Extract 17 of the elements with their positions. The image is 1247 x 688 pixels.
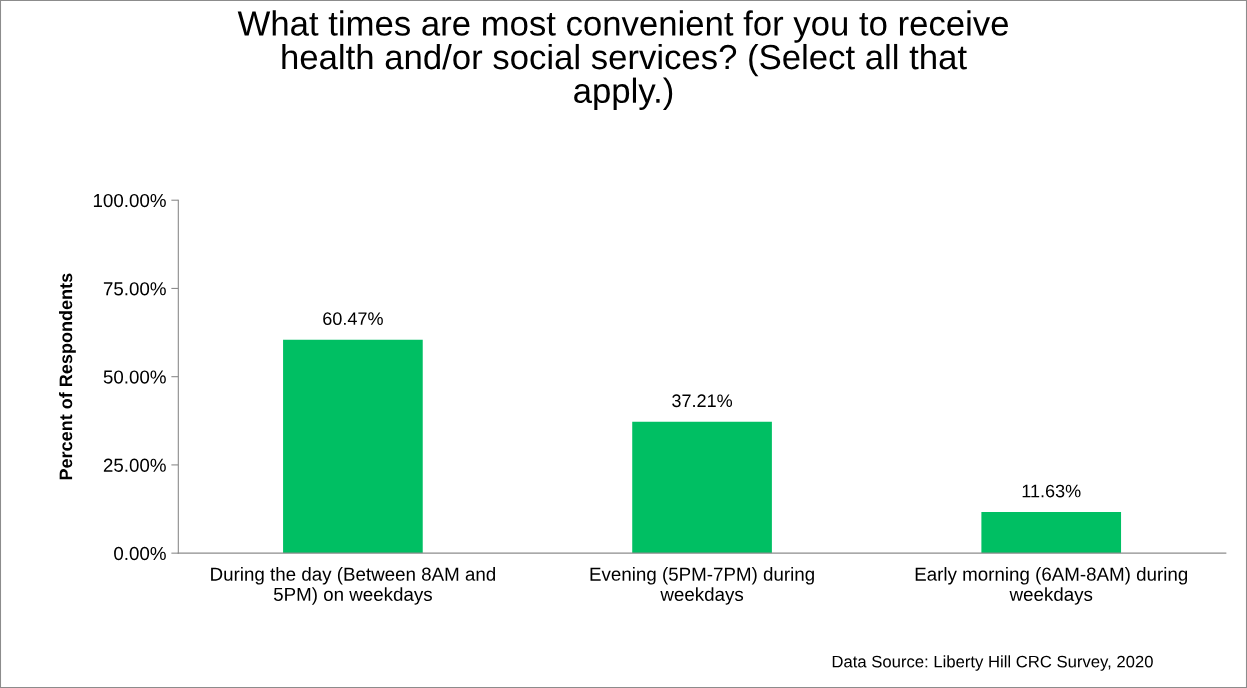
bar bbox=[632, 421, 772, 554]
y-tick-label: 50.00% bbox=[103, 370, 166, 384]
data-label: 60.47% bbox=[323, 312, 383, 326]
bar bbox=[283, 339, 423, 554]
x-tick-label: Early morning (6AM-8AM) during weekdays bbox=[915, 567, 1188, 605]
chart-title: What times are most convenient for you to receive health and/or social services? (Select all that apply.) bbox=[237, 10, 1008, 110]
data-label: 11.63% bbox=[1022, 484, 1081, 498]
source-note: Data Source: Liberty Hill CRC Survey, 2020 bbox=[832, 655, 1153, 671]
y-tick-label: 75.00% bbox=[103, 282, 166, 296]
y-tick-label: 25.00% bbox=[103, 458, 166, 472]
y-axis-title: Percent of Respondents bbox=[59, 273, 76, 480]
x-tick-label: Evening (5PM-7PM) during weekdays bbox=[590, 567, 814, 605]
data-label: 37.21% bbox=[672, 394, 733, 408]
y-tick-label: 0.00% bbox=[114, 546, 166, 561]
x-tick-label: During the day (Between 8AM and 5PM) on weekdays bbox=[211, 567, 496, 605]
bar bbox=[981, 512, 1122, 554]
y-tick-label: 100.00% bbox=[93, 193, 166, 208]
